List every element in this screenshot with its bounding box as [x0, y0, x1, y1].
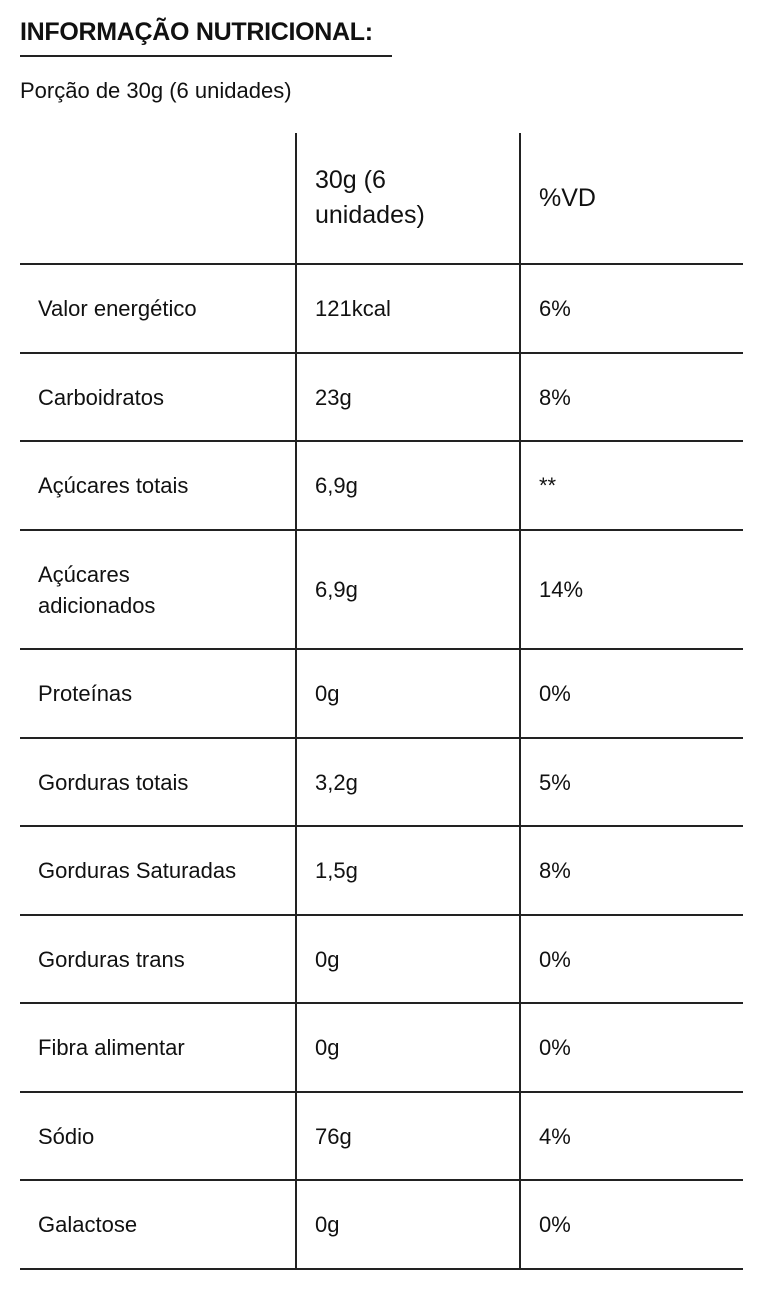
daily-value: 8%: [519, 826, 743, 915]
nutrient-row: Açúcares totais 6,9g **: [20, 441, 743, 530]
nutrient-row: Galactose 0g 0%: [20, 1180, 743, 1269]
nutrient-name: Gorduras trans: [38, 946, 185, 972]
nutrient-name: Açúcares adicionados: [38, 561, 156, 618]
nutrient-row: Sódio 76g 4%: [20, 1092, 743, 1180]
nutrition-table: 30g (6 unidades) %VD Valor energético 121…: [20, 133, 743, 1270]
nutrient-name: Fibra alimentar: [38, 1035, 185, 1060]
amount: 76g: [295, 1092, 520, 1180]
nutrient-row: Gorduras Saturadas 1,5g 8%: [20, 826, 743, 915]
amount: 23g: [295, 353, 520, 441]
nutrient-name: Açúcares totais: [38, 473, 189, 498]
table-body: Valor energético 121kcal 6% Carboidratos 23g…: [20, 264, 743, 1269]
amount: 121kcal: [295, 264, 520, 353]
nutrient-row: Açúcares adicionados 6,9g 14%: [20, 530, 743, 649]
daily-value: 4%: [519, 1092, 743, 1180]
daily-value: 0%: [519, 915, 743, 1003]
amount: 6,9g: [295, 441, 520, 530]
daily-value: 6%: [519, 264, 743, 353]
daily-value: 14%: [519, 530, 743, 649]
amount: 0g: [295, 1003, 520, 1092]
daily-value: 0%: [519, 1003, 743, 1092]
daily-value: 0%: [519, 649, 743, 738]
amount: 6,9g: [295, 530, 520, 649]
amount: 0g: [295, 915, 520, 1003]
nutrient-name: Gorduras totais: [38, 769, 189, 795]
amount: 0g: [295, 649, 520, 738]
nutrient-row: Valor energético 121kcal 6%: [20, 264, 743, 353]
header-cell: [20, 133, 296, 264]
title: INFORMAÇÃO NUTRICIONAL:: [20, 18, 392, 57]
amount: 1,5g: [295, 826, 520, 915]
daily-value: 5%: [519, 738, 743, 826]
header-row: 30g (6 unidades) %VD: [20, 133, 743, 264]
amount: 3,2g: [295, 738, 520, 826]
nutrient-name: Proteínas: [38, 681, 133, 706]
amount: 0g: [295, 1180, 520, 1269]
nutrient-name: Carboidratos: [38, 384, 164, 410]
table-head: 30g (6 unidades) %VD: [20, 133, 743, 264]
nutrient-name: Galactose: [38, 1212, 138, 1237]
header-cell: 30g (6 unidades): [295, 133, 520, 264]
nutrient-row: Fibra alimentar 0g 0%: [20, 1003, 743, 1092]
nutrient-name: Gorduras Saturadas: [38, 858, 237, 883]
header-cell: %VD: [519, 133, 743, 264]
portion-info: Porção de 30g (6 unidades): [20, 78, 292, 103]
daily-value: 8%: [519, 353, 743, 441]
daily-value: 0%: [519, 1180, 743, 1269]
nutrient-name: Valor energético: [38, 296, 197, 321]
nutrient-row: Carboidratos 23g 8%: [20, 353, 743, 441]
daily-value: **: [519, 441, 743, 530]
nutrient-row: Gorduras trans 0g 0%: [20, 915, 743, 1003]
nutrient-name: Sódio: [38, 1123, 95, 1149]
nutrient-row: Gorduras totais 3,2g 5%: [20, 738, 743, 826]
nutrient-row: Proteínas 0g 0%: [20, 649, 743, 738]
